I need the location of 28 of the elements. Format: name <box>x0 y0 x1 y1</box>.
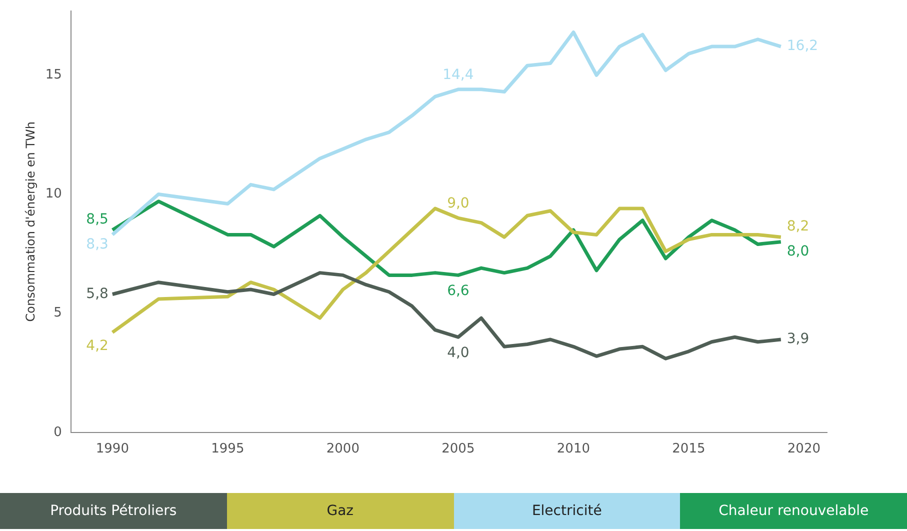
x-tick-label: 1995 <box>211 442 244 457</box>
x-tick-label: 2005 <box>442 442 475 457</box>
text: Produits Pétroliers <box>0 493 227 529</box>
y-axis-title: Consommation d'énergie en TWh <box>23 121 38 322</box>
y-tick-label: 10 <box>45 186 62 202</box>
annotation: 16,2 <box>786 38 818 54</box>
x-tick-label: 2020 <box>787 442 820 457</box>
x-tick-label: 2010 <box>556 442 590 457</box>
annotation: 8,2 <box>786 218 810 235</box>
annotation: 8,5 <box>86 212 108 228</box>
annotation: 14,4 <box>442 67 474 84</box>
text: Electricité <box>454 493 680 529</box>
annotation: 4,0 <box>447 344 470 361</box>
annotation: 8,0 <box>786 243 810 260</box>
x-tick-label: 2000 <box>326 442 360 457</box>
x-tick-label: 2015 <box>672 442 706 457</box>
y-tick-label: 15 <box>45 67 62 82</box>
annotation: 5,8 <box>86 286 108 302</box>
y-tick-label: 0 <box>54 424 62 440</box>
text: Gaz <box>226 493 454 529</box>
annotation: 8,3 <box>86 236 108 252</box>
text: Chaleur renouvelable <box>680 493 907 529</box>
annotation: 6,6 <box>447 282 470 299</box>
annotation: 3,9 <box>786 331 810 348</box>
annotation: 9,0 <box>447 196 470 212</box>
x-tick-label: 1990 <box>96 442 129 457</box>
annotation: 4,2 <box>86 338 108 354</box>
y-tick-label: 5 <box>54 306 62 321</box>
